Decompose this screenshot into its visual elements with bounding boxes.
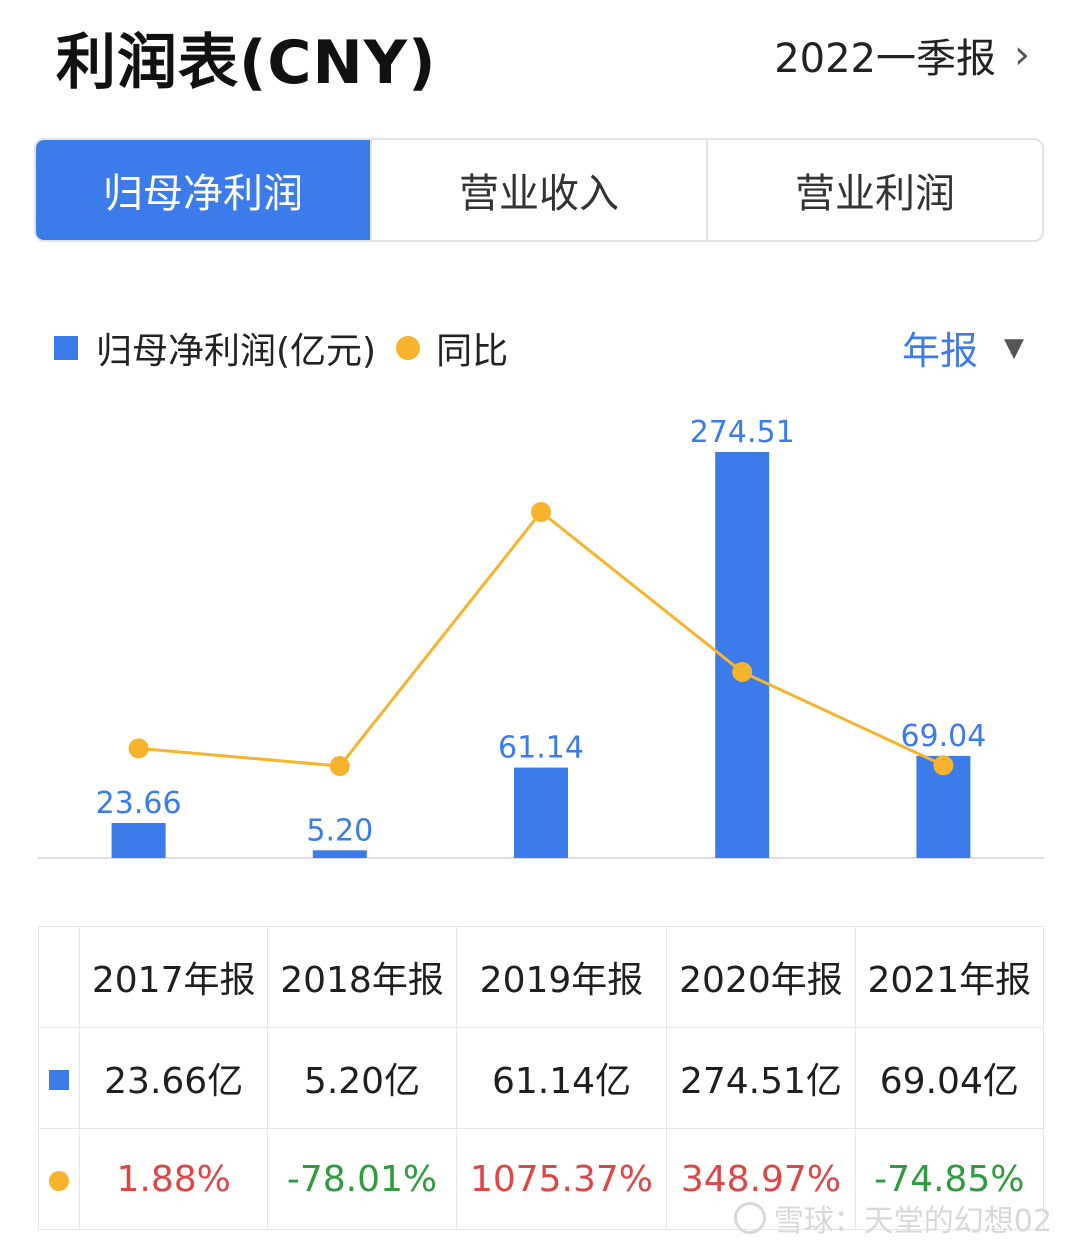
bar-legend-label: 归母净利润(亿元) bbox=[96, 331, 377, 372]
table-cell-value: 23.66亿 bbox=[78, 1027, 269, 1129]
watermark-text: 雪球：天堂的幻想02 bbox=[773, 1204, 1052, 1239]
bar-value-label: 61.14 bbox=[498, 731, 584, 766]
caret-down-icon: ▼ bbox=[1004, 332, 1024, 363]
yoy-line bbox=[138, 509, 945, 768]
line-legend-label: 同比 bbox=[436, 331, 509, 372]
bar bbox=[715, 452, 770, 858]
period-label: 2022一季报 bbox=[774, 36, 996, 82]
bar-value-label: 23.66 bbox=[96, 786, 182, 821]
watermark: 雪球：天堂的幻想02 bbox=[733, 1196, 1052, 1240]
table-header-cell: 2019年报 bbox=[455, 926, 668, 1028]
table-row-yoy: 1.88% -78.01% 1075.37% 348.97% -74.85% bbox=[38, 1128, 1045, 1230]
bar bbox=[514, 767, 568, 858]
bar bbox=[111, 823, 166, 858]
table-cell-value: 61.14亿 bbox=[455, 1027, 668, 1129]
period-selector[interactable]: 2022一季报 › bbox=[774, 26, 1030, 84]
snowball-logo-icon bbox=[733, 1202, 766, 1234]
table-cell-yoy: 1.88% bbox=[78, 1128, 269, 1230]
bar-legend-icon bbox=[54, 336, 78, 360]
table-header-cell: 2018年报 bbox=[267, 926, 457, 1028]
bar-value-label: 5.20 bbox=[306, 813, 373, 848]
table-row-icon-cell bbox=[38, 1128, 80, 1230]
table-cell-yoy: -78.01% bbox=[267, 1128, 457, 1230]
table-header-cell: 2021年报 bbox=[854, 926, 1045, 1028]
data-table: 2017年报 2018年报 2019年报 2020年报 2021年报 23.66… bbox=[38, 926, 1045, 1230]
yoy-point bbox=[128, 738, 149, 759]
line-series-icon bbox=[49, 1170, 69, 1191]
bar-value-label: 69.04 bbox=[900, 719, 986, 754]
tab-revenue[interactable]: 营业收入 bbox=[370, 140, 706, 240]
bar bbox=[312, 850, 367, 858]
yoy-point bbox=[933, 755, 954, 776]
table-cell-yoy: 1075.37% bbox=[455, 1128, 668, 1230]
table-row-values: 23.66亿 5.20亿 61.14亿 274.51亿 69.04亿 bbox=[38, 1027, 1045, 1129]
tab-operating-profit[interactable]: 营业利润 bbox=[706, 140, 1042, 240]
period-type-label: 年报 bbox=[901, 329, 978, 373]
line-legend-icon bbox=[396, 336, 421, 360]
table-cell-value: 5.20亿 bbox=[267, 1027, 457, 1129]
tab-net-profit[interactable]: 归母净利润 bbox=[36, 140, 370, 240]
net-profit-chart: 23.66 5.20 61.14 274.51 69.04 bbox=[38, 415, 1044, 859]
table-cell-value: 69.04亿 bbox=[854, 1027, 1045, 1129]
bar-value-label: 274.51 bbox=[690, 415, 795, 450]
yoy-point bbox=[732, 661, 753, 682]
table-header-row: 2017年报 2018年报 2019年报 2020年报 2021年报 bbox=[38, 926, 1045, 1028]
table-header-cell: 2017年报 bbox=[78, 926, 269, 1028]
table-row-icon-cell bbox=[38, 1027, 80, 1129]
table-header-cell: 2020年报 bbox=[666, 926, 856, 1028]
bar-series-icon bbox=[49, 1069, 69, 1090]
yoy-point bbox=[531, 502, 551, 522]
table-cell-value: 274.51亿 bbox=[666, 1027, 856, 1129]
table-corner bbox=[38, 926, 80, 1028]
metric-tabs: 归母净利润 营业收入 营业利润 bbox=[34, 138, 1044, 242]
period-type-dropdown[interactable]: 年报 ▼ bbox=[902, 320, 1024, 375]
yoy-point bbox=[329, 756, 350, 776]
table-cell-yoy: -74.85% bbox=[854, 1128, 1045, 1230]
chart-legend: 归母净利润(亿元) 同比 bbox=[54, 322, 508, 374]
chevron-right-icon: › bbox=[1014, 32, 1030, 78]
page-title: 利润表(CNY) bbox=[56, 28, 437, 98]
table-cell-yoy: 348.97% bbox=[666, 1128, 856, 1230]
